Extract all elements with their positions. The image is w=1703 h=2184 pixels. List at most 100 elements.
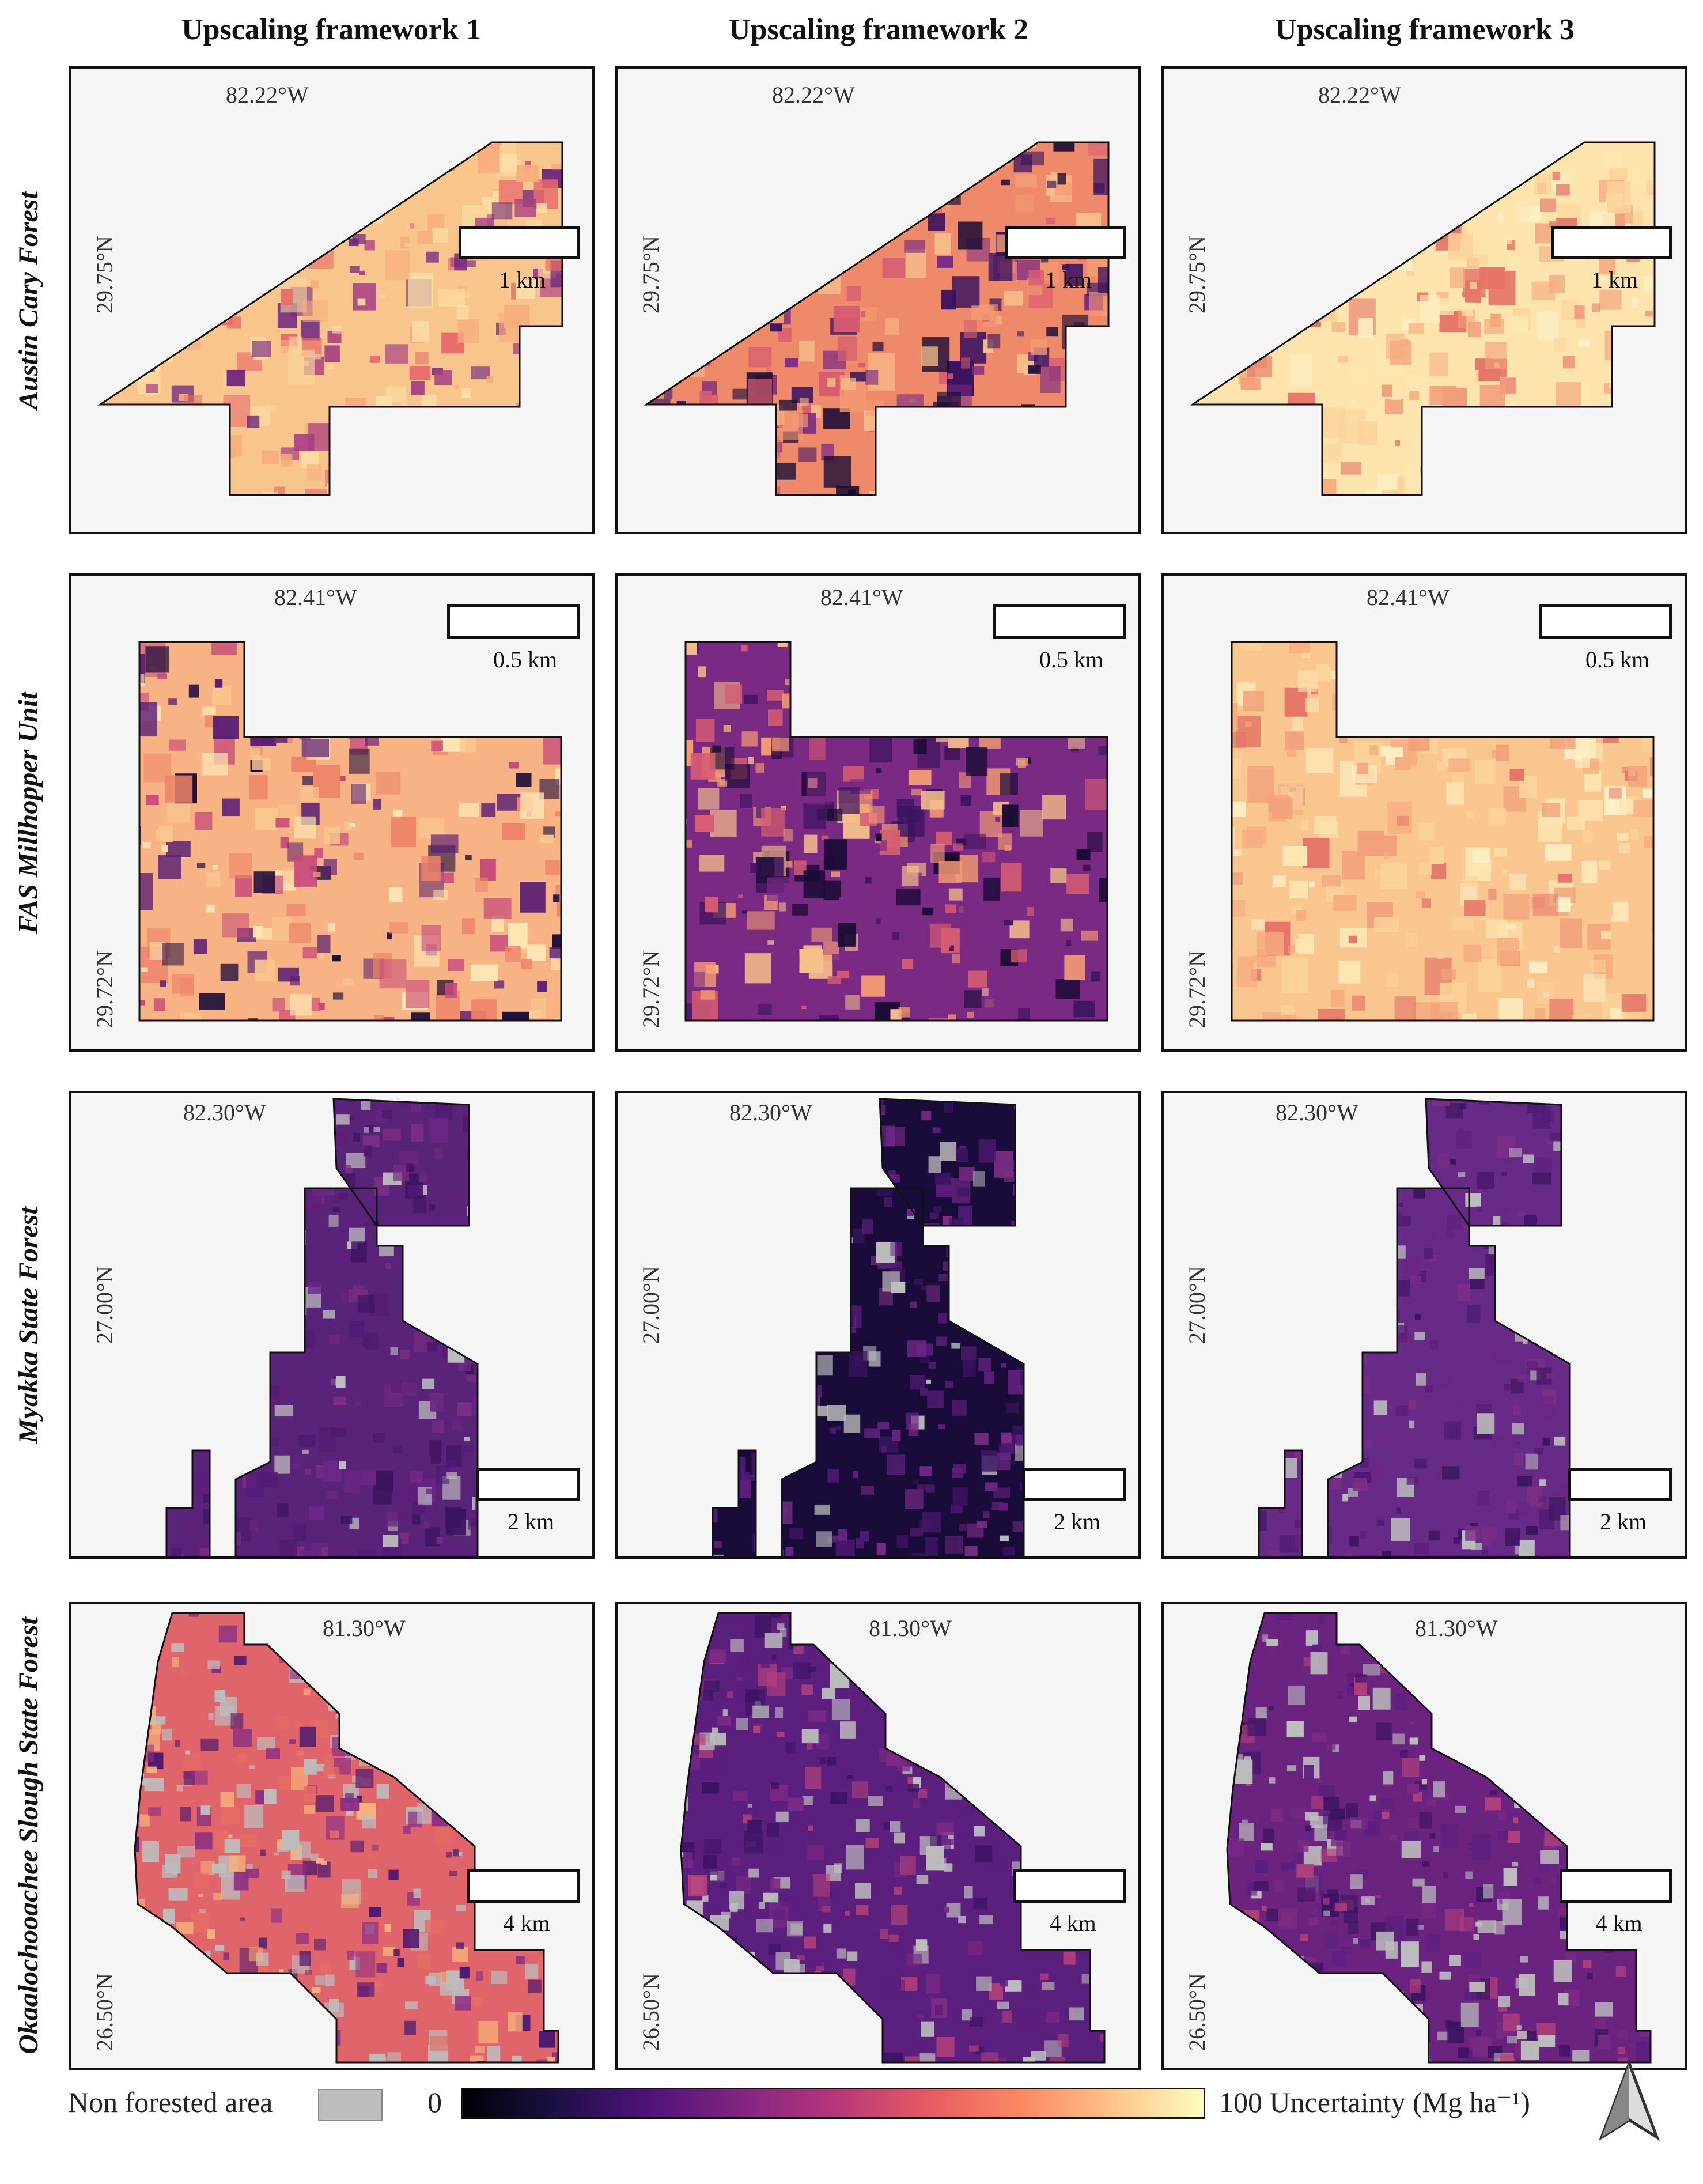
latitude-label: 29.72°N <box>638 950 664 1028</box>
scale-bar <box>447 604 580 639</box>
forest-boundary <box>680 1612 1106 2064</box>
latitude-label: 26.50°N <box>1184 1973 1210 2051</box>
latitude-label: 26.50°N <box>92 1973 118 2051</box>
latitude-label: 27.00°N <box>638 1266 664 1344</box>
scale-bar-label: 2 km <box>1054 1509 1101 1535</box>
forest-boundary <box>684 641 1108 1022</box>
forest-boundary <box>138 641 562 1022</box>
forest-boundary <box>1231 641 1655 1022</box>
map-panel: 82.41°W 29.72°N 0.5 km <box>1161 573 1687 1052</box>
scale-bar-label: 2 km <box>1600 1509 1647 1535</box>
map-panel: 82.30°W 27.00°N 2 km <box>1161 1091 1687 1559</box>
forest-boundary <box>1226 1612 1652 2064</box>
forest-boundary <box>1258 1098 1571 1556</box>
uncertainty-map <box>1226 1612 1652 2064</box>
longitude-label: 82.22°W <box>226 82 309 108</box>
non-forested-swatch <box>318 2089 383 2121</box>
row-title-myakka: Myakka State Forest <box>13 1206 44 1444</box>
forest-boundary <box>97 141 563 496</box>
forest-area <box>646 142 1108 495</box>
map-panel: 82.30°W 27.00°N 2 km <box>615 1091 1141 1559</box>
scale-bar-label: 0.5 km <box>493 647 558 672</box>
row-title-okaalochooachee: Okaalochooachee Slough State Forest <box>13 1616 44 2054</box>
latitude-label: 27.00°N <box>92 1266 118 1344</box>
uncertainty-map <box>680 1612 1106 2064</box>
map-panel: 82.22°W 29.75°N 1 km <box>69 66 595 534</box>
scale-bar-label: 4 km <box>503 1910 550 1936</box>
forest-boundary <box>165 1098 479 1556</box>
latitude-label: 29.75°N <box>92 236 118 313</box>
legend: Non forested area 0 100 Uncertainty (Mg … <box>0 2060 1703 2184</box>
scale-bar-label: 0.5 km <box>1039 647 1104 672</box>
longitude-label: 82.41°W <box>1367 584 1450 610</box>
column-title-2: Upscaling framework 2 <box>729 13 1028 46</box>
north-arrow-icon <box>1599 2060 1660 2141</box>
longitude-label: 82.30°W <box>729 1099 812 1125</box>
latitude-label: 29.72°N <box>92 950 118 1028</box>
longitude-label: 81.30°W <box>869 1615 952 1641</box>
map-panel: 82.41°W 29.72°N 0.5 km <box>615 573 1141 1052</box>
forest-area <box>100 142 562 495</box>
uncertainty-colorbar <box>461 2088 1205 2119</box>
scale-bar <box>1551 226 1672 259</box>
uncertainty-map <box>1190 141 1656 496</box>
longitude-label: 82.22°W <box>1318 82 1401 108</box>
scale-bar-label: 0.5 km <box>1585 647 1650 672</box>
scale-bar-label: 4 km <box>1595 1910 1643 1936</box>
uncertainty-map <box>97 141 563 496</box>
scale-bar <box>1005 226 1126 259</box>
latitude-label: 29.72°N <box>1184 950 1210 1028</box>
scale-bar <box>1022 1468 1126 1501</box>
map-panel: 82.30°W 27.00°N 2 km <box>69 1091 595 1559</box>
map-panel: 81.30°W 26.50°N 4 km <box>615 1602 1141 2070</box>
latitude-label: 29.75°N <box>638 236 664 313</box>
scale-bar <box>1539 604 1672 639</box>
scale-bar-label: 1 km <box>1591 267 1638 293</box>
longitude-label: 82.30°W <box>183 1099 266 1125</box>
longitude-label: 81.30°W <box>1415 1615 1498 1641</box>
longitude-label: 82.22°W <box>772 82 855 108</box>
scale-bar-label: 2 km <box>508 1509 555 1535</box>
map-panel: 81.30°W 26.50°N 4 km <box>69 1602 595 2070</box>
forest-boundary <box>134 1612 559 2064</box>
scale-bar <box>1568 1468 1672 1501</box>
scale-bar <box>993 604 1126 639</box>
latitude-label: 26.50°N <box>638 1973 664 2051</box>
colorbar-min-label: 0 <box>427 2086 442 2118</box>
column-title-1: Upscaling framework 1 <box>181 13 481 46</box>
uncertainty-map <box>684 641 1108 1022</box>
map-panel: 82.22°W 29.75°N 1 km <box>615 66 1141 534</box>
row-title-austin-cary: Austin Cary Forest <box>13 191 44 410</box>
scale-bar <box>1560 1869 1672 1903</box>
non-forested-label: Non forested area <box>68 2086 273 2118</box>
uncertainty-map <box>644 141 1110 496</box>
forest-boundary <box>1190 141 1656 496</box>
scale-bar-label: 1 km <box>499 267 546 293</box>
longitude-label: 81.30°W <box>323 1615 406 1641</box>
scale-bar <box>476 1468 580 1501</box>
scale-bar <box>459 226 580 259</box>
longitude-label: 82.41°W <box>820 584 903 610</box>
scale-bar <box>1013 1869 1126 1903</box>
scale-bar <box>467 1869 580 1903</box>
latitude-label: 27.00°N <box>1184 1266 1210 1344</box>
row-title-fas-millhopper: FAS Millhopper Unit <box>13 692 44 934</box>
map-panel: 82.22°W 29.75°N 1 km <box>1161 66 1687 534</box>
map-panel: 82.41°W 29.72°N 0.5 km <box>69 573 595 1052</box>
latitude-label: 29.75°N <box>1184 236 1210 313</box>
forest-boundary <box>644 141 1110 496</box>
longitude-label: 82.41°W <box>274 584 357 610</box>
uncertainty-map <box>138 641 562 1022</box>
scale-bar-label: 1 km <box>1045 267 1092 293</box>
uncertainty-map <box>1231 641 1655 1022</box>
forest-area <box>681 1613 1104 2062</box>
map-panel: 81.30°W 26.50°N 4 km <box>1161 1602 1687 2070</box>
uncertainty-map <box>165 1098 479 1556</box>
forest-boundary <box>712 1098 1025 1556</box>
uncertainty-map <box>134 1612 559 2064</box>
longitude-label: 82.30°W <box>1276 1099 1358 1125</box>
uncertainty-map <box>712 1098 1025 1556</box>
scale-bar-label: 4 km <box>1049 1910 1096 1936</box>
column-title-3: Upscaling framework 3 <box>1275 13 1575 46</box>
uncertainty-map <box>1258 1098 1571 1556</box>
